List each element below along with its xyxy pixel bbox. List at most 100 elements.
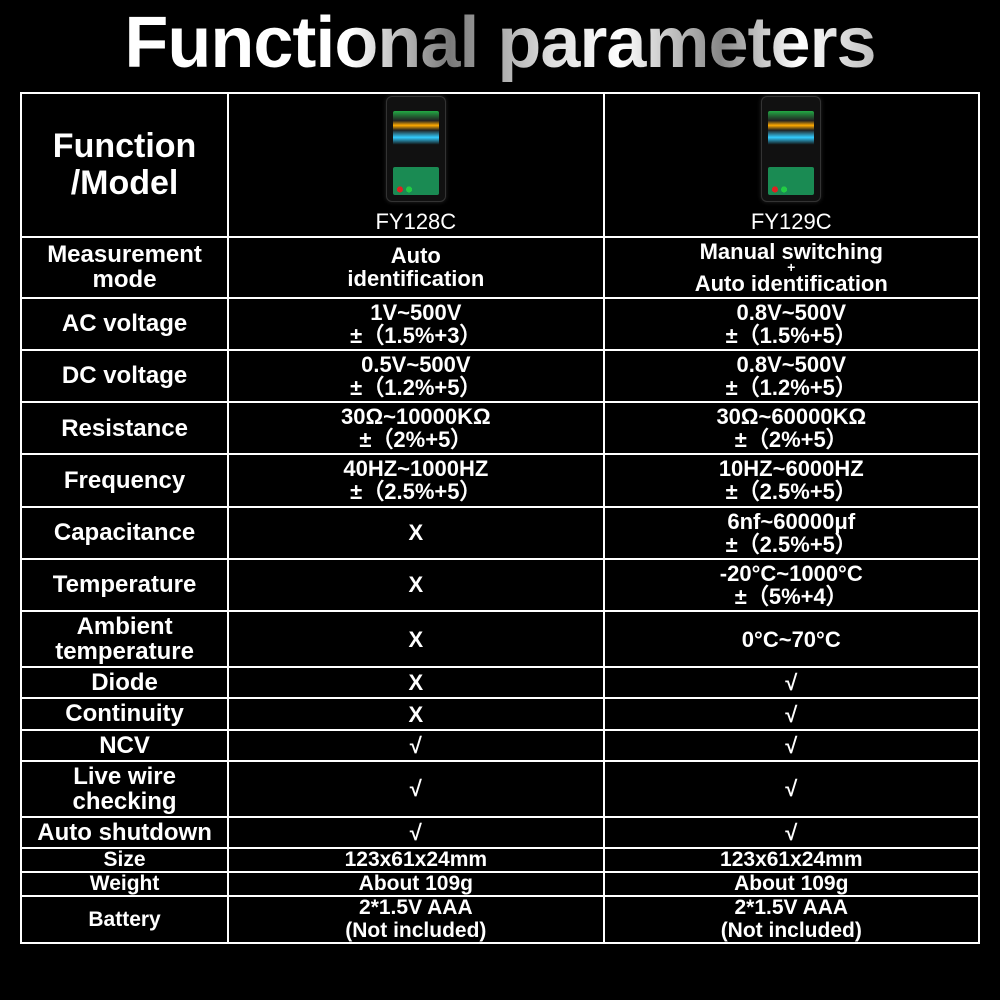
table-row: TemperatureX-20°C~1000°C±（5%+4）	[21, 559, 979, 611]
row-value-b: √	[604, 817, 979, 848]
row-value-a: Autoidentification	[228, 237, 603, 298]
row-value-b: Manual switching+Auto identification	[604, 237, 979, 298]
header-label-line1: Function	[26, 128, 223, 165]
row-value-line: 1V~500V	[233, 301, 598, 324]
row-value-line: X	[233, 703, 598, 726]
row-label-line: Continuity	[26, 701, 223, 726]
table-row: DiodeX√	[21, 667, 979, 698]
row-label-line: Capacitance	[26, 520, 223, 545]
table-row: Resistance30Ω~10000KΩ±（2%+5）30Ω~60000KΩ±…	[21, 402, 979, 454]
table-row: Weight About 109g About 109g	[21, 872, 979, 896]
row-label: Weight	[21, 872, 228, 896]
row-label: Diode	[21, 667, 228, 698]
row-value-a: 2*1.5V AAA(Not included)	[228, 896, 603, 942]
row-value-b: 10HZ~6000HZ±（2.5%+5）	[604, 454, 979, 506]
row-value-line: ±（1.2%+5）	[233, 376, 598, 399]
header-row: Function /Model FY128C FY129C	[21, 93, 979, 237]
row-label: Frequency	[21, 454, 228, 506]
row-label: Resistance	[21, 402, 228, 454]
row-label-line: mode	[26, 267, 223, 292]
row-value-line: ±（1.2%+5）	[609, 376, 974, 399]
row-value-line: 2*1.5V AAA	[609, 897, 974, 919]
header-label-cell: Function /Model	[21, 93, 228, 237]
row-value-a: √	[228, 817, 603, 848]
row-value-line: 2*1.5V AAA	[233, 897, 598, 919]
row-value-line: 10HZ~6000HZ	[609, 457, 974, 480]
row-label-line: Temperature	[26, 572, 223, 597]
row-value-line: (Not included)	[233, 920, 598, 942]
model-a-name: FY128C	[233, 206, 598, 234]
row-value-a: 30Ω~10000KΩ±（2%+5）	[228, 402, 603, 454]
row-value-line: Auto identification	[609, 272, 974, 295]
row-value-b: √	[604, 698, 979, 729]
model-b-name: FY129C	[609, 206, 974, 234]
row-label-line: Live wire	[26, 764, 223, 789]
row-label-line: temperature	[26, 639, 223, 664]
row-value-b: √	[604, 761, 979, 817]
row-value-a: 40HZ~1000HZ±（2.5%+5）	[228, 454, 603, 506]
row-value-a: X	[228, 611, 603, 667]
row-value-line: 40HZ~1000HZ	[233, 457, 598, 480]
row-value-line: ±（2.5%+5）	[609, 480, 974, 503]
row-value-line: 123x61x24mm	[609, 849, 974, 871]
row-value-line: 0.5V~500V	[233, 353, 598, 376]
header-model-a-cell: FY128C	[228, 93, 603, 237]
row-value-b: 0.8V~500V±（1.2%+5）	[604, 350, 979, 402]
row-value-b: 2*1.5V AAA(Not included)	[604, 896, 979, 942]
row-value-line: (Not included)	[609, 920, 974, 942]
row-value-line: ±（2.5%+5）	[233, 480, 598, 503]
table-row: DC voltage0.5V~500V±（1.2%+5）0.8V~500V±（1…	[21, 350, 979, 402]
row-value-b: 0.8V~500V±（1.5%+5）	[604, 298, 979, 350]
table-row: Battery2*1.5V AAA(Not included)2*1.5V AA…	[21, 896, 979, 942]
row-value-line: X	[233, 628, 598, 651]
row-value-line: 123x61x24mm	[233, 849, 598, 871]
row-value-line: √	[233, 777, 598, 800]
row-value-line: ±（2%+5）	[609, 428, 974, 451]
row-value-b: 30Ω~60000KΩ±（2%+5）	[604, 402, 979, 454]
device-icon	[761, 96, 821, 202]
table-row: CapacitanceX6nf~60000μf±（2.5%+5）	[21, 507, 979, 559]
table-row: Live wirechecking √ √	[21, 761, 979, 817]
row-value-line: About 109g	[233, 873, 598, 895]
row-label-line: AC voltage	[26, 311, 223, 336]
row-value-a: X	[228, 507, 603, 559]
row-label-line: Weight	[26, 873, 223, 895]
row-label: AC voltage	[21, 298, 228, 350]
row-value-a: 123x61x24mm	[228, 848, 603, 872]
row-value-line: 30Ω~10000KΩ	[233, 405, 598, 428]
row-value-line: ±（2.5%+5）	[609, 533, 974, 556]
row-value-line: X	[233, 573, 598, 596]
row-value-a: √	[228, 730, 603, 761]
row-label-line: DC voltage	[26, 363, 223, 388]
row-value-a: 1V~500V±（1.5%+3）	[228, 298, 603, 350]
page-title: Functional parameters	[0, 0, 1000, 84]
table-row: Size123x61x24mm123x61x24mm	[21, 848, 979, 872]
table-row: MeasurementmodeAutoidentificationManual …	[21, 237, 979, 298]
row-value-a: √	[228, 761, 603, 817]
row-label-line: Diode	[26, 670, 223, 695]
row-value-line: √	[233, 821, 598, 844]
row-value-line: √	[609, 734, 974, 757]
row-label: Capacitance	[21, 507, 228, 559]
row-value-a: X	[228, 667, 603, 698]
table-row: AC voltage1V~500V±（1.5%+3）0.8V~500V±（1.5…	[21, 298, 979, 350]
row-value-line: ±（5%+4）	[609, 585, 974, 608]
device-icon	[386, 96, 446, 202]
row-label-line: Frequency	[26, 468, 223, 493]
row-value-b: 123x61x24mm	[604, 848, 979, 872]
row-label: Auto shutdown	[21, 817, 228, 848]
row-label: Size	[21, 848, 228, 872]
row-value-line: ±（1.5%+5）	[609, 324, 974, 347]
row-label: Measurementmode	[21, 237, 228, 298]
row-value-a: About 109g	[228, 872, 603, 896]
row-value-b: √	[604, 667, 979, 698]
row-label-line: checking	[26, 789, 223, 814]
row-value-b: 6nf~60000μf±（2.5%+5）	[604, 507, 979, 559]
row-label: Continuity	[21, 698, 228, 729]
row-value-line: √	[609, 703, 974, 726]
table-row: Continuity X √	[21, 698, 979, 729]
row-label: Temperature	[21, 559, 228, 611]
row-value-line: About 109g	[609, 873, 974, 895]
row-value-line: √	[233, 734, 598, 757]
row-value-a: 0.5V~500V±（1.2%+5）	[228, 350, 603, 402]
